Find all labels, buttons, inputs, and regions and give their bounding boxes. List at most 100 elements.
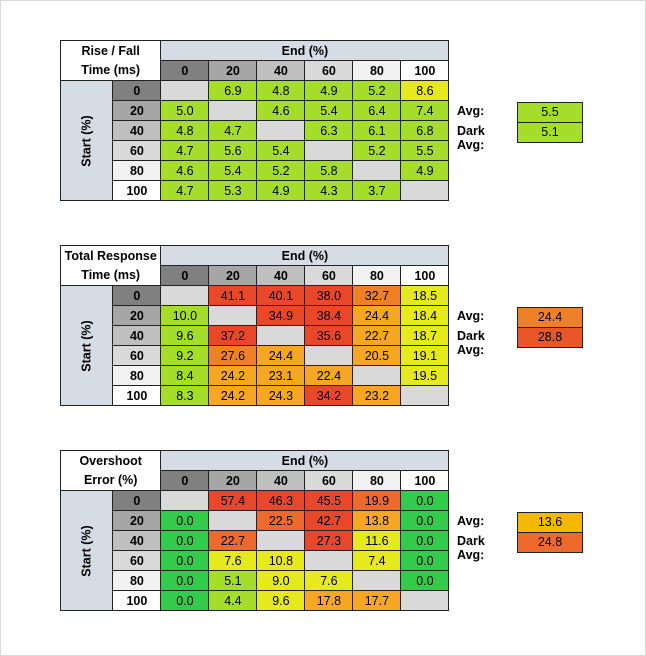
value-cell: 8.3 [160, 385, 210, 406]
table-row: 40 9.6 37.2 35.6 22.7 18.7 [61, 325, 450, 346]
dark-avg-label: Dark Avg: [457, 534, 485, 562]
end-column-header: 60 [304, 60, 354, 81]
table-row: 60 9.2 27.6 24.4 20.5 19.1 [61, 345, 450, 366]
value-cell: 5.2 [352, 80, 402, 101]
table-title-line2: Time (ms) [59, 265, 162, 286]
end-column-header: 100 [400, 470, 450, 491]
value-cell: 0.0 [160, 530, 210, 551]
end-column-header: 0 [160, 470, 210, 491]
start-header-label: Start (%) [79, 114, 94, 167]
avg-label: Avg: [457, 104, 485, 118]
table-row: 80 4.6 5.4 5.2 5.8 4.9 [61, 160, 450, 181]
value-cell: 6.3 [304, 120, 354, 141]
value-cell [304, 345, 354, 366]
value-cell: 7.4 [352, 550, 402, 571]
value-cell: 27.6 [208, 345, 258, 366]
dark-avg-value: 28.8 [517, 327, 583, 348]
value-cell: 24.4 [256, 345, 306, 366]
value-cell: 9.6 [256, 590, 306, 611]
start-row-header: 40 [112, 120, 162, 141]
value-cell: 32.7 [352, 285, 402, 306]
total-response-table: Total Response End (%) Time (ms) 0 20 40 60… [59, 245, 450, 406]
value-cell [160, 285, 210, 306]
value-cell: 7.6 [208, 550, 258, 571]
table-row: 20 5.0 4.6 5.4 6.4 7.4 [61, 100, 450, 121]
value-cell: 7.4 [400, 100, 450, 121]
dark-avg-label: Dark Avg: [457, 124, 485, 152]
value-cell: 37.2 [208, 325, 258, 346]
start-row-header: 60 [112, 550, 162, 571]
value-cell: 4.4 [208, 590, 258, 611]
value-cell: 7.6 [304, 570, 354, 591]
table-row: 40 4.8 4.7 6.3 6.1 6.8 [61, 120, 450, 141]
end-column-header: 80 [352, 265, 402, 286]
value-cell: 23.1 [256, 365, 306, 386]
table-row: 20 10.0 34.9 38.4 24.4 18.4 [61, 305, 450, 326]
value-cell: 19.1 [400, 345, 450, 366]
value-cell: 5.5 [400, 140, 450, 161]
value-cell: 23.2 [352, 385, 402, 406]
value-cell: 0.0 [400, 550, 450, 571]
value-cell [400, 180, 450, 201]
value-cell [400, 385, 450, 406]
value-cell: 22.5 [256, 510, 306, 531]
end-column-header: 80 [352, 60, 402, 81]
end-column-header: 20 [208, 265, 258, 286]
start-row-header: 40 [112, 530, 162, 551]
table-title-line1: Overshoot [59, 450, 162, 471]
avg-value: 5.5 [517, 102, 583, 123]
dark-avg-label: Dark Avg: [457, 329, 485, 357]
value-cell [304, 550, 354, 571]
value-cell: 19.5 [400, 365, 450, 386]
value-cell: 17.8 [304, 590, 354, 611]
value-cell: 34.2 [304, 385, 354, 406]
value-cell: 35.6 [304, 325, 354, 346]
value-cell: 0.0 [400, 490, 450, 511]
start-row-header: 80 [112, 160, 162, 181]
start-row-header: 0 [112, 490, 162, 511]
end-column-header: 100 [400, 60, 450, 81]
value-cell: 42.7 [304, 510, 354, 531]
value-cell: 17.7 [352, 590, 402, 611]
table-row: Start (%) 0 6.9 4.8 4.9 5.2 8.6 [59, 80, 450, 201]
table-title-line2: Time (ms) [59, 60, 162, 81]
value-cell: 4.3 [304, 180, 354, 201]
end-column-header: 100 [400, 265, 450, 286]
value-cell: 46.3 [256, 490, 306, 511]
value-cell: 22.4 [304, 365, 354, 386]
end-column-header: 80 [352, 470, 402, 491]
avg-label: Avg: [457, 309, 485, 323]
value-cell: 45.5 [304, 490, 354, 511]
value-cell: 5.3 [208, 180, 258, 201]
value-cell: 18.4 [400, 305, 450, 326]
value-cell [160, 80, 210, 101]
start-row-header: 60 [112, 345, 162, 366]
table-row: 40 0.0 22.7 27.3 11.6 0.0 [61, 530, 450, 551]
start-row-header: 100 [112, 180, 162, 201]
rise-fall-table-block: Rise / Fall End (%) Time (ms) 0 20 40 60 80 1… [59, 40, 450, 201]
value-cell: 27.3 [304, 530, 354, 551]
total-response-table-block: Total Response End (%) Time (ms) 0 20 40 60… [59, 245, 450, 406]
value-cell: 3.7 [352, 180, 402, 201]
end-header: End (%) [160, 450, 450, 471]
avg-value: 13.6 [517, 512, 583, 533]
start-row-header: 0 [112, 285, 162, 306]
value-cell: 22.7 [352, 325, 402, 346]
end-column-header: 20 [208, 470, 258, 491]
end-column-header: 40 [256, 265, 306, 286]
value-cell: 18.7 [400, 325, 450, 346]
start-header: Start (%) [59, 80, 114, 201]
start-header: Start (%) [59, 285, 114, 406]
start-header-label: Start (%) [79, 319, 94, 372]
table-title-line2: Error (%) [59, 470, 162, 491]
value-cell: 11.6 [352, 530, 402, 551]
end-column-header: 40 [256, 470, 306, 491]
value-cell: 0.0 [160, 570, 210, 591]
value-cell: 40.1 [256, 285, 306, 306]
value-cell [352, 570, 402, 591]
value-cell: 24.2 [208, 385, 258, 406]
start-row-header: 0 [112, 80, 162, 101]
value-cell: 5.1 [208, 570, 258, 591]
start-row-header: 20 [112, 510, 162, 531]
end-column-header: 40 [256, 60, 306, 81]
